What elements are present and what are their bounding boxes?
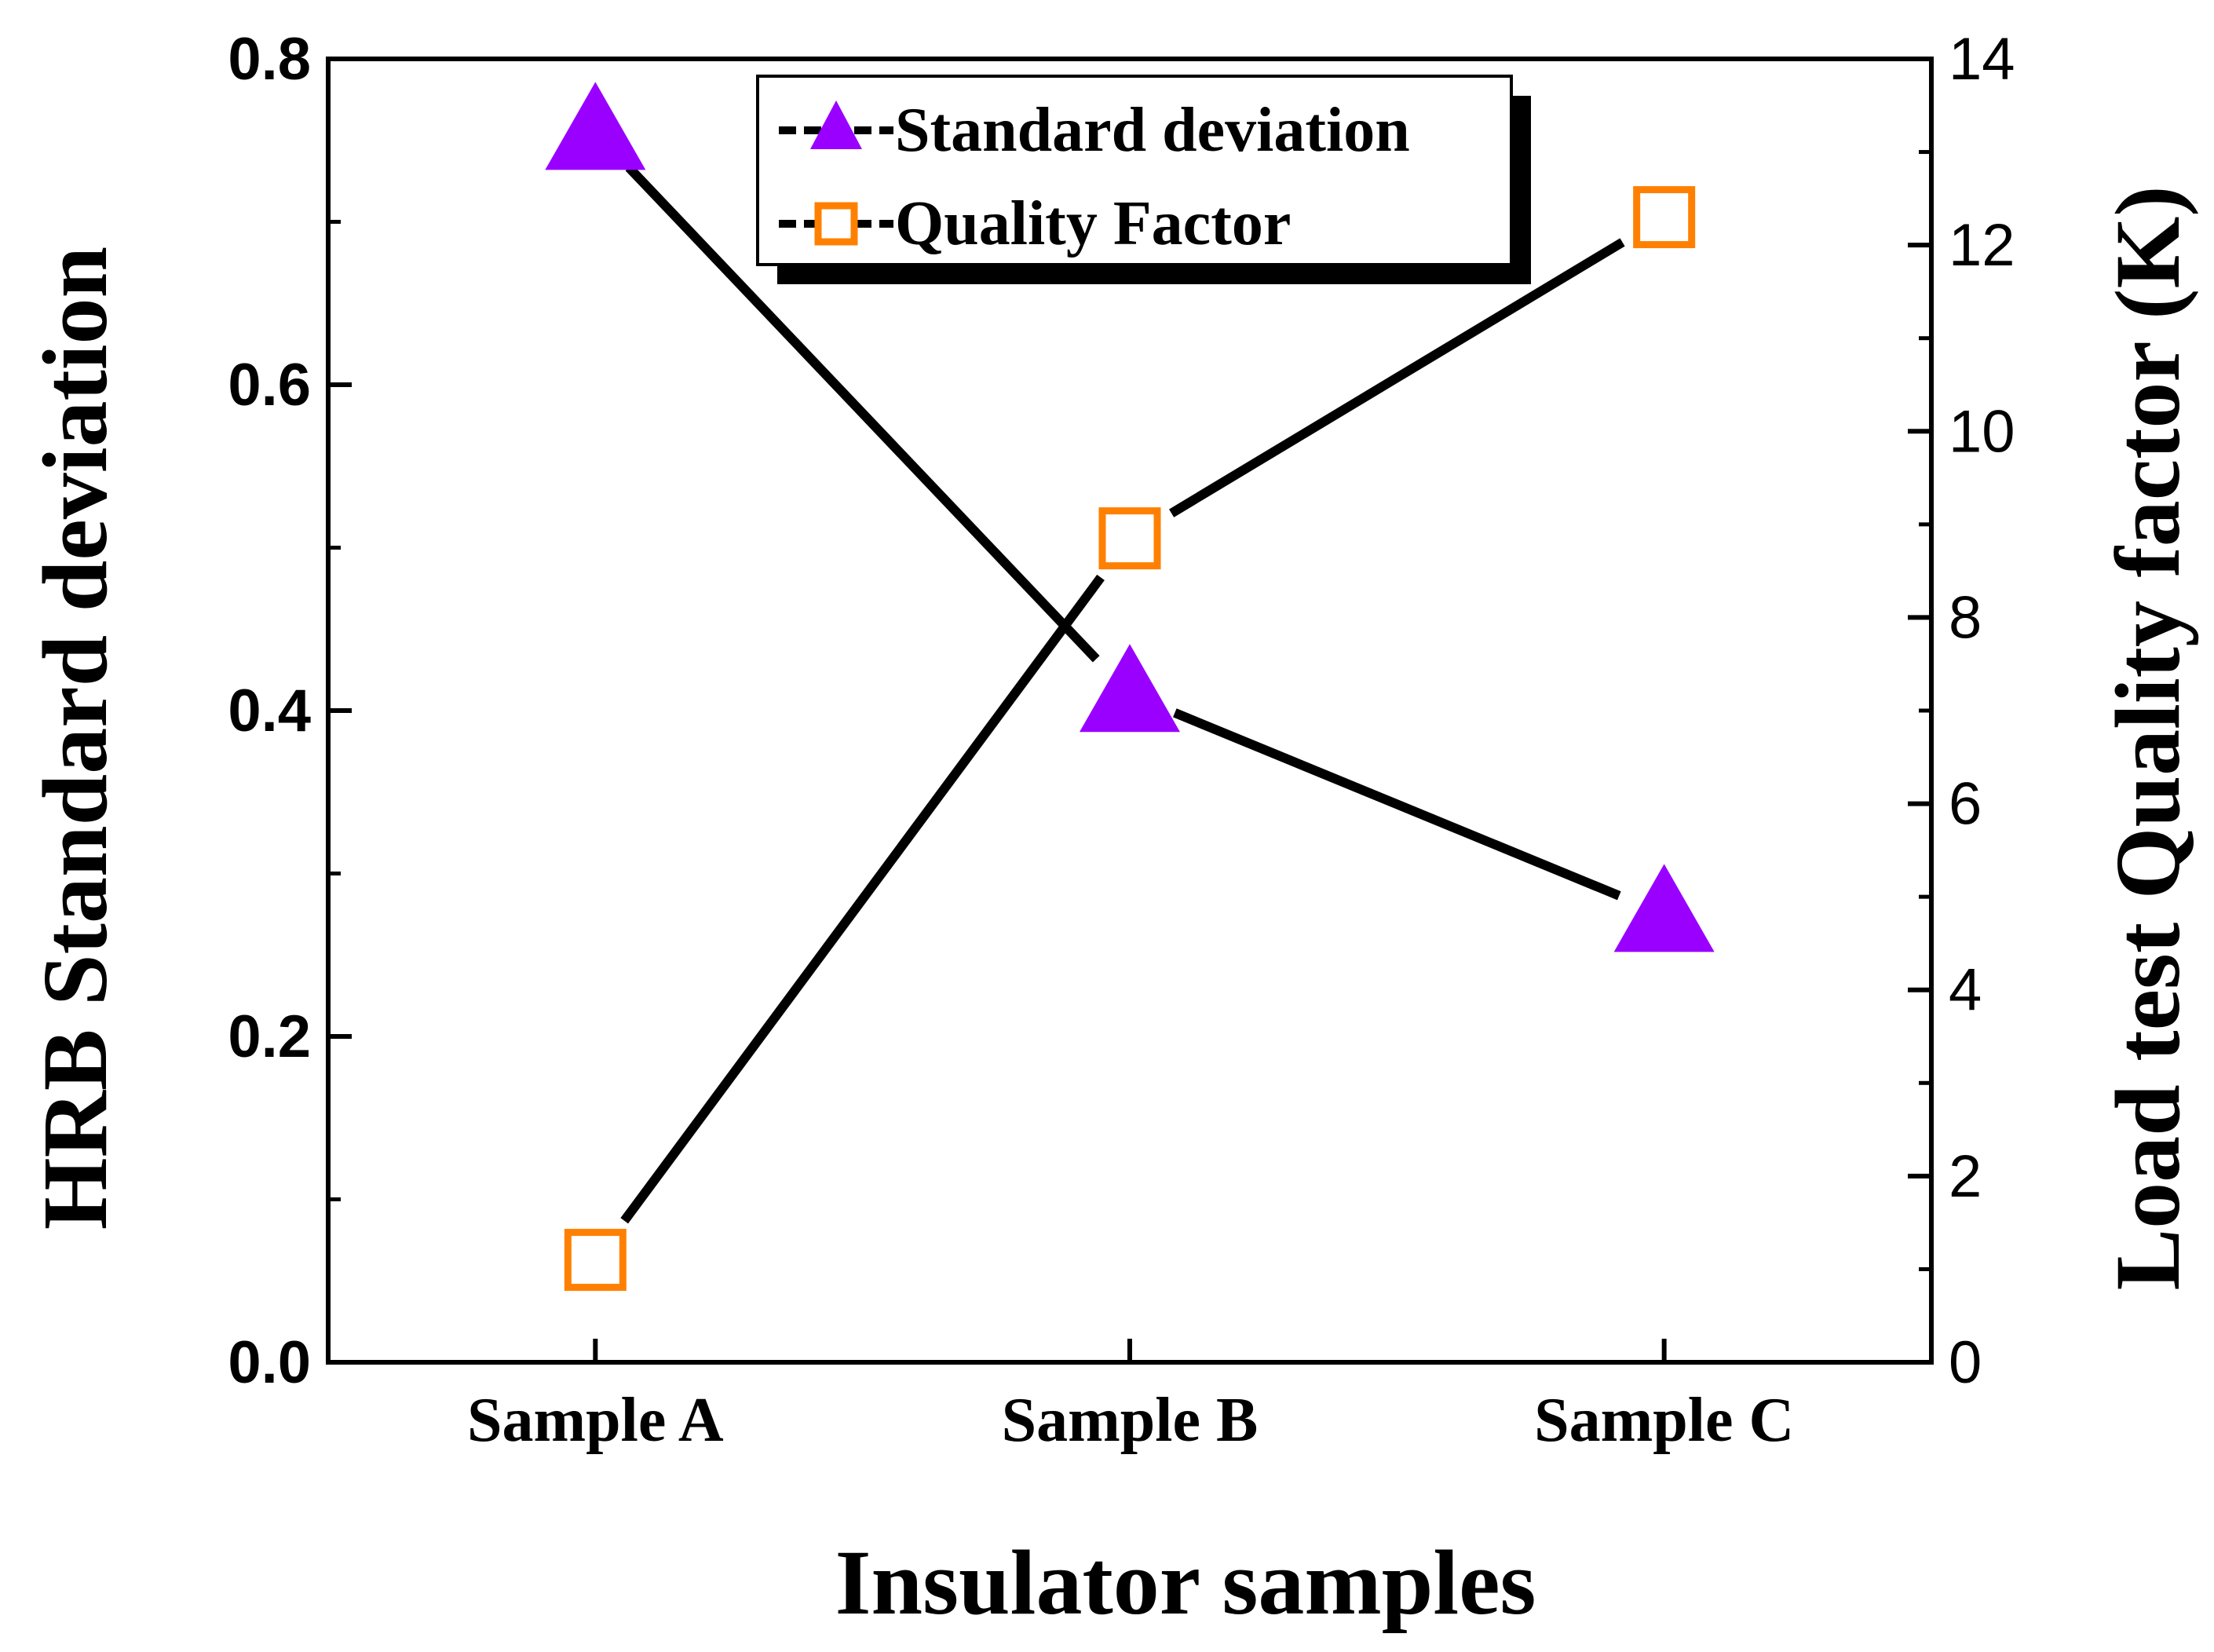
right-tick-label: 6 [1949,771,1982,838]
right-tick-label: 14 [1949,26,2015,93]
series-1-segment [620,574,1105,1224]
legend-label-standard-deviation: Standard deviation [895,96,1410,165]
series-0-segment [625,164,1100,663]
series-markers [545,82,1715,1292]
left-tick-label: 0.0 [228,1329,311,1396]
legend: Standard deviation Quality Factor [756,75,1531,284]
left-tick-label: 0.4 [228,678,311,744]
right-tick-label: 8 [1949,584,1982,651]
legend-marker-square [814,202,858,246]
quality-factor-point [1633,186,1696,249]
legend-item-standard-deviation: Standard deviation [779,96,1410,165]
axes-layer [326,57,1934,1365]
x-tick-label: Sample A [467,1386,724,1455]
x-axis-title: Insulator samples [835,1531,1536,1634]
left-tick-label: 0.2 [228,1003,311,1070]
left-tick-label: 0.8 [228,26,311,93]
right-tick-label: 4 [1949,957,1982,1024]
legend-label-quality-factor: Quality Factor [895,189,1291,258]
series-1-segment [1169,238,1625,517]
series-lines [620,164,1625,1224]
right-y-axis-title: Load test Quality factor (K) [2096,185,2199,1290]
right-tick-label: 2 [1949,1143,1982,1210]
quality-factor-point [564,1229,627,1292]
legend-box [756,75,1513,266]
legend-marker-triangle [810,101,862,149]
quality-factor-point [1098,507,1161,570]
right-tick-label: 10 [1949,398,2015,465]
x-tick-label: Sample B [1002,1386,1259,1455]
right-tick-label: 0 [1949,1329,1982,1396]
series-0-segment [1173,708,1621,901]
standard-deviation-point [1080,644,1180,733]
standard-deviation-point [545,82,646,170]
x-tick-label: Sample C [1534,1386,1794,1455]
right-tick-label: 12 [1949,212,2015,279]
legend-item-quality-factor: Quality Factor [779,189,1291,258]
tick-labels: 0.0 0.2 0.4 0.6 0.8 0 2 4 6 8 10 12 14 Sample A Sample… [228,26,2015,1455]
left-y-axis-title: HRB Standard deviation [24,247,126,1230]
standard-deviation-point [1613,864,1715,952]
left-tick-label: 0.6 [228,352,311,418]
